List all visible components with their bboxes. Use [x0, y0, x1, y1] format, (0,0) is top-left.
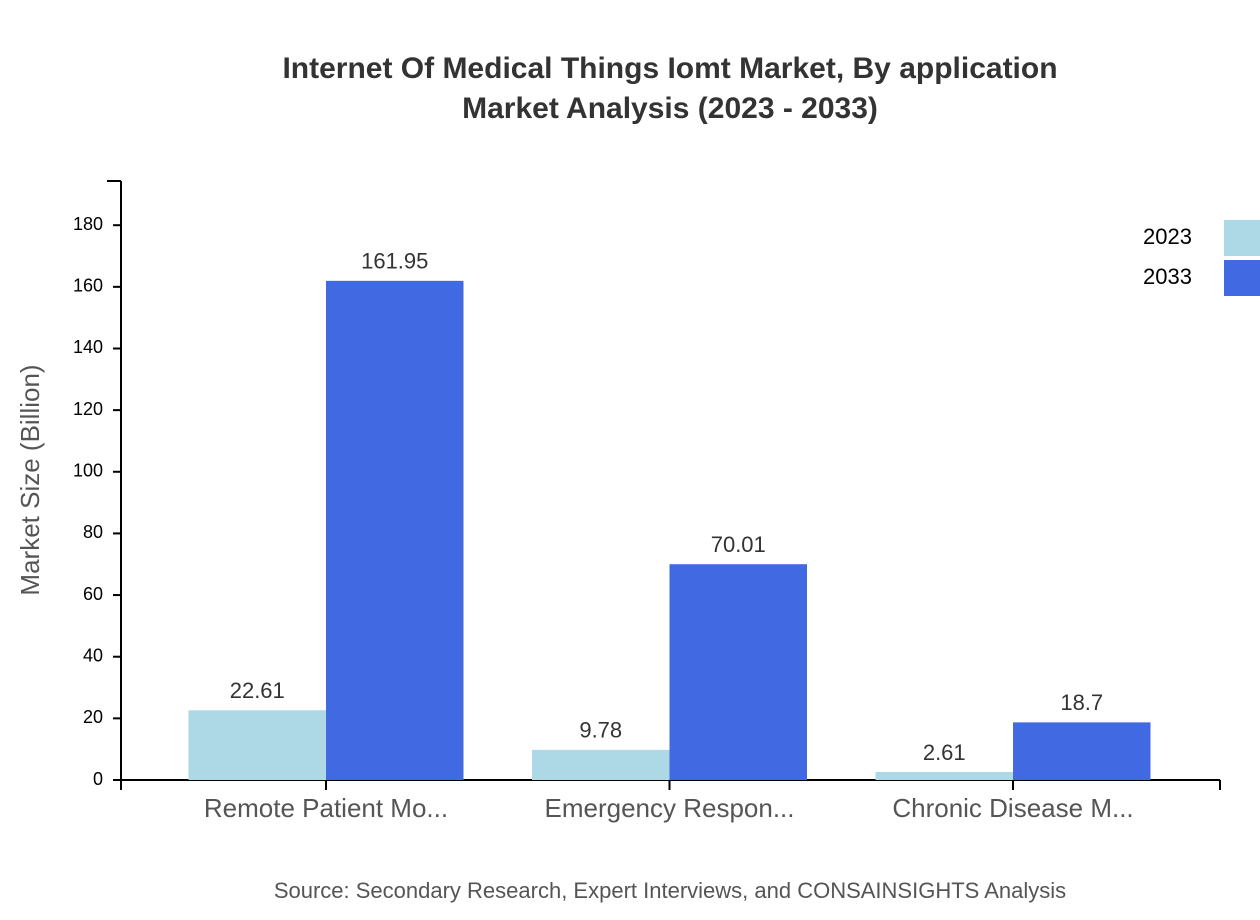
- bar: [875, 771, 1013, 780]
- value-label: 9.78: [579, 718, 622, 743]
- y-tick-label: 80: [83, 522, 103, 542]
- value-label: 18.7: [1060, 690, 1103, 715]
- chart-subtitle: Market Analysis (2023 - 2033): [462, 92, 878, 125]
- y-tick-label: 60: [83, 584, 103, 604]
- y-axis-label: Market Size (Billion): [15, 364, 45, 595]
- bar: [532, 749, 670, 780]
- y-tick-label: 40: [83, 645, 103, 665]
- value-label: 22.61: [230, 678, 285, 703]
- source-note: Source: Secondary Research, Expert Inter…: [274, 878, 1066, 903]
- legend-label: 2023: [1143, 224, 1192, 249]
- y-tick-label: 0: [93, 769, 103, 789]
- y-tick-label: 20: [83, 707, 103, 727]
- value-label: 2.61: [923, 740, 966, 765]
- bar: [188, 710, 326, 780]
- x-tick-label: Emergency Respon...: [544, 793, 794, 823]
- y-tick-label: 100: [73, 461, 103, 481]
- y-tick-label: 140: [73, 337, 103, 357]
- x-tick-label: Chronic Disease M...: [892, 793, 1133, 823]
- bar: [1013, 722, 1151, 780]
- bar: [669, 564, 807, 780]
- y-tick-label: 120: [73, 399, 103, 419]
- legend-label: 2033: [1143, 264, 1192, 289]
- y-tick-label: 160: [73, 276, 103, 296]
- legend-swatch: [1224, 260, 1260, 296]
- bar: [326, 280, 464, 780]
- legend-swatch: [1224, 220, 1260, 256]
- y-tick-label: 180: [73, 214, 103, 234]
- value-label: 161.95: [361, 249, 428, 274]
- chart-title: Internet Of Medical Things Iomt Market, …: [282, 52, 1057, 85]
- x-tick-label: Remote Patient Mo...: [204, 793, 448, 823]
- value-label: 70.01: [711, 532, 766, 557]
